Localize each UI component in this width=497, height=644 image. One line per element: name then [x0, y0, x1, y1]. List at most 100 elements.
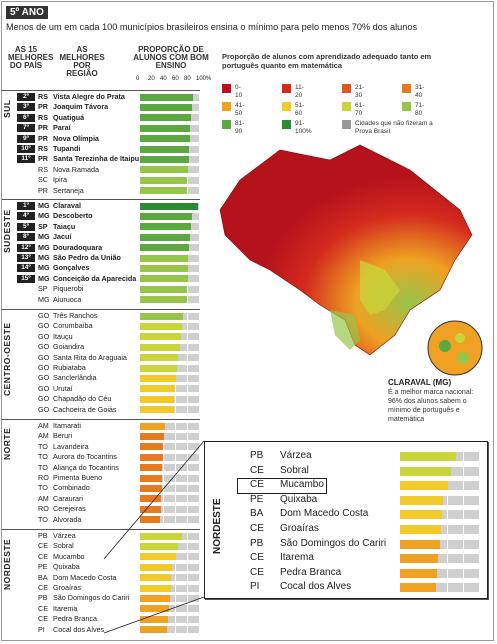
- bar: [140, 187, 187, 195]
- city-label: Beruri: [53, 431, 73, 441]
- bar: [140, 505, 161, 513]
- state-label: MG: [38, 211, 50, 221]
- zoom-city-label: Mucambo: [280, 479, 324, 491]
- bar: [140, 312, 184, 320]
- zoom-state-label: CE: [250, 523, 264, 534]
- ranking-table: SUL 2º RS Vista Alegre do Prata 3º PR Joaquim …: [0, 0, 230, 644]
- bar: [140, 495, 161, 503]
- city-label: Corumbaíba: [53, 321, 93, 331]
- city-label: Cocal dos Alves: [53, 624, 105, 634]
- zoom-state-label: CE: [250, 479, 264, 491]
- bar: [140, 464, 163, 472]
- city-label: Taiaçu: [53, 221, 76, 231]
- table-row: 12º MG Douradoquara: [0, 243, 200, 253]
- city-label: Piquerobi: [53, 284, 84, 294]
- city-label: Gonçalves: [53, 263, 90, 273]
- table-row: 14º MG Gonçalves: [0, 263, 200, 273]
- bar: [140, 626, 167, 634]
- col-best-region: AS MELHORES POR REGIÃO: [59, 45, 105, 78]
- bar: [140, 275, 188, 283]
- city-label: Pedra Branca: [53, 614, 97, 624]
- state-label: MG: [38, 294, 50, 304]
- bar: [140, 484, 162, 492]
- bar: [140, 155, 189, 163]
- table-row: 6º RS Quatiguá: [0, 113, 200, 123]
- zoom-city-label: Groaíras: [280, 523, 319, 534]
- bar-track: [140, 484, 200, 492]
- region-separator: [2, 419, 200, 420]
- city-label: Pimenta Bueno: [53, 473, 103, 482]
- legend-label: 61-70: [355, 102, 365, 117]
- zoom-city-label: Quixaba: [280, 493, 318, 505]
- state-label: TO: [38, 441, 48, 451]
- legend-swatch: [342, 120, 351, 129]
- zoom-city-label: Itarema: [280, 552, 314, 564]
- state-label: RS: [38, 92, 48, 101]
- table-row: CE Itarema: [0, 604, 200, 614]
- bar: [140, 574, 172, 582]
- table-row: BA Dom Macedo Costa: [0, 573, 200, 583]
- state-label: GO: [38, 363, 50, 372]
- state-label: GO: [38, 331, 50, 341]
- zoom-bar-track: [400, 539, 480, 549]
- city-label: Combinado: [53, 483, 90, 493]
- region-separator: [2, 90, 200, 91]
- state-label: TO: [38, 514, 48, 524]
- table-row: TO Lavandeira: [0, 442, 200, 452]
- zoom-bar: [400, 510, 442, 520]
- state-label: TO: [38, 462, 48, 472]
- legend-title: Proporção de alunos com aprendizado adeq…: [222, 52, 432, 70]
- legend-label: 51-60: [295, 102, 305, 117]
- axis-tick-label: 80: [184, 76, 191, 82]
- legend-swatch: [342, 84, 351, 93]
- zoom-row: CE Groaíras: [250, 521, 400, 537]
- state-label: RO: [38, 473, 49, 482]
- table-row: PE Quixaba: [0, 562, 200, 572]
- table-row: GO Goiandira: [0, 342, 200, 352]
- bar: [140, 145, 190, 153]
- legend-swatch: [342, 102, 351, 111]
- connector-bottom: [103, 596, 205, 634]
- table-row: GO Chapadão do Céu: [0, 394, 200, 404]
- city-label: Paraí: [53, 123, 71, 133]
- bar-track: [140, 495, 200, 503]
- city-label: Mucambo: [53, 551, 85, 561]
- state-label: AM: [38, 493, 49, 503]
- state-label: GO: [38, 373, 50, 383]
- state-label: AM: [38, 421, 49, 430]
- zoom-bar: [400, 554, 439, 564]
- state-label: PR: [38, 133, 48, 143]
- table-row: AM Caraurari: [0, 494, 200, 504]
- state-label: MG: [38, 201, 50, 210]
- zoom-bar: [400, 466, 452, 476]
- rank-badge: 9º: [17, 134, 35, 143]
- state-label: GO: [38, 342, 50, 352]
- bar-track: [140, 443, 200, 451]
- state-label: RS: [38, 164, 48, 174]
- state-label: PB: [38, 531, 48, 540]
- state-label: PR: [38, 185, 48, 195]
- state-label: CE: [38, 583, 48, 592]
- zoom-state-label: CE: [250, 552, 264, 564]
- city-label: Aiuruoca: [53, 294, 82, 304]
- rank-badge: 13º: [17, 254, 35, 262]
- city-label: Nova Olímpia: [53, 133, 99, 143]
- table-row: MG Aiuruoca: [0, 295, 200, 305]
- bar-track: [140, 464, 200, 472]
- subtitle: Menos de um em cada 100 municípios brasi…: [6, 22, 418, 32]
- zoom-bar-track: [400, 583, 480, 593]
- axis-tick-label: 20: [148, 76, 155, 82]
- table-row: TO Alvorada: [0, 515, 200, 525]
- table-row: SP Piquerobi: [0, 284, 200, 294]
- connector-top: [103, 440, 205, 560]
- state-label: RS: [38, 112, 48, 122]
- rank-badge: 1º: [17, 202, 35, 210]
- city-label: Quatiguá: [53, 112, 85, 122]
- axis-tick-label: 100%: [196, 76, 212, 82]
- state-label: MG: [38, 263, 50, 273]
- city-label: Joaquim Távora: [53, 102, 109, 112]
- bar: [140, 406, 174, 414]
- region-separator: [2, 309, 200, 310]
